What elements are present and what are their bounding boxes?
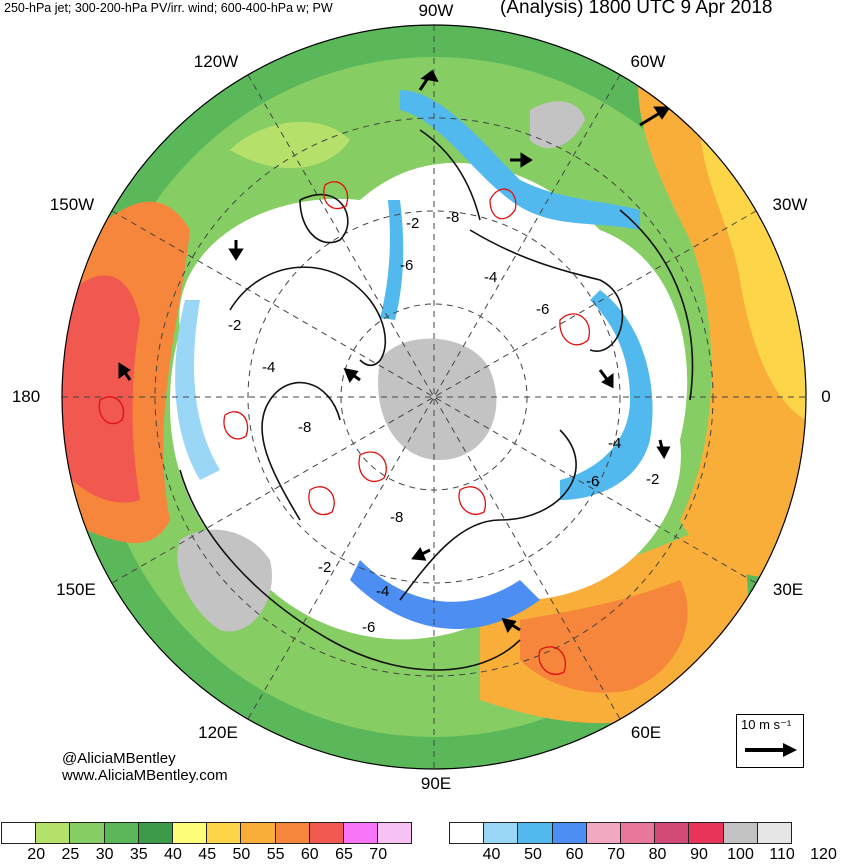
- colorbar-swatch: [69, 822, 105, 844]
- colorbar-swatch: [240, 822, 276, 844]
- longitude-label-30w: 30W: [772, 195, 808, 214]
- colorbar-tick-label: 55: [266, 846, 285, 863]
- longitude-label-180: 180: [11, 387, 41, 406]
- colorbar-tick-label: 25: [61, 846, 80, 863]
- longitude-label-120e: 120E: [198, 723, 238, 742]
- colorbar-tick-label: 100: [727, 846, 754, 863]
- analysis-time-title: (Analysis) 1800 UTC 9 Apr 2018: [500, 0, 773, 18]
- colorbar-swatch: [377, 822, 413, 844]
- colorbar-swatch: [756, 822, 792, 844]
- contour-label: -4: [376, 583, 389, 600]
- colorbar-swatch: [308, 822, 344, 844]
- contour-label: -8: [446, 209, 459, 226]
- contour-label: -8: [298, 419, 311, 436]
- longitude-label-150w: 150W: [49, 195, 95, 214]
- colorbar-tick-label: 110: [769, 846, 795, 863]
- contour-label: -8: [390, 509, 403, 526]
- colorbar-tick-label: 65: [335, 846, 353, 863]
- colorbar-tick-label: 45: [198, 846, 217, 863]
- contour-label: -2: [318, 559, 331, 576]
- author-website[interactable]: www.AliciaMBentley.com: [62, 767, 228, 784]
- reference-arrow-icon: [745, 743, 797, 757]
- colorbar-swatch: [274, 822, 310, 844]
- colorbar-swatch: [585, 822, 621, 844]
- colorbar-tick-label: 50: [232, 846, 251, 863]
- colorbar-tick-label: 80: [648, 846, 667, 863]
- pv-contours: [179, 129, 694, 671]
- colorbar-swatch: [171, 822, 208, 844]
- contour-label: -6: [536, 301, 549, 318]
- contour-label: -4: [262, 359, 275, 376]
- irrotational-wind-vectors: [118, 69, 671, 634]
- longitude-label-120w: 120W: [193, 52, 239, 71]
- wind-scale-legend: 10 m s⁻¹: [736, 714, 804, 768]
- colorbar-swatch: [483, 822, 519, 844]
- pw-colorbar: [1, 822, 413, 844]
- map-description-title: 250-hPa jet; 300-200-hPa PV/irr. wind; 6…: [4, 1, 333, 15]
- contour-label: -2: [646, 471, 659, 488]
- contour-label: -4: [484, 269, 497, 286]
- colorbar-tick-label: 70: [369, 846, 388, 863]
- contour-label: -6: [362, 619, 375, 636]
- colorbar-swatch: [342, 822, 379, 844]
- jet-streak-east: [560, 290, 653, 500]
- colorbar-tick-label: 20: [27, 846, 46, 863]
- contour-label: -4: [608, 435, 621, 452]
- colorbar-swatch: [449, 822, 485, 844]
- colorbar-swatch: [35, 822, 71, 844]
- longitude-label-0: 0: [821, 387, 831, 406]
- contour-label: -2: [228, 317, 241, 334]
- colorbar-swatch: [1, 822, 37, 844]
- longitude-label-150e: 150E: [56, 580, 96, 599]
- ascent-contours: [98, 181, 591, 675]
- colorbar-tick-label: 30: [95, 846, 114, 863]
- map-boundary: [61, 24, 807, 770]
- jet-streak-west: [175, 300, 220, 480]
- contour-label: -6: [400, 257, 413, 274]
- colorbar-swatch: [206, 822, 242, 844]
- longitude-label-60w: 60W: [630, 52, 666, 71]
- jet-streak-south: [350, 560, 540, 629]
- longitude-label-90e: 90E: [420, 774, 452, 793]
- contour-label: -2: [406, 215, 419, 232]
- colorbar-tick-label: 120: [810, 846, 837, 863]
- colorbar-swatch: [654, 822, 690, 844]
- colorbar-tick-label: 60: [565, 846, 584, 863]
- colorbar-swatch: [517, 822, 553, 844]
- author-handle: @AliciaMBentley: [62, 750, 176, 767]
- longitude-label-60e: 60E: [630, 723, 662, 742]
- contour-label: -6: [586, 473, 599, 490]
- wind-scale-label: 10 m s⁻¹: [741, 717, 792, 732]
- colorbar-swatch: [722, 822, 758, 844]
- colorbar-tick-label: 40: [482, 846, 501, 863]
- colorbar-tick-label: 40: [164, 846, 182, 863]
- colorbar-swatch: [551, 822, 587, 844]
- colorbar-swatch: [103, 822, 139, 844]
- colorbar-tick-label: 60: [300, 846, 319, 863]
- colorbar-swatch: [137, 822, 173, 844]
- colorbar-tick-label: 35: [129, 846, 148, 863]
- jet-colorbar: [449, 822, 792, 844]
- colorbar-tick-label: 90: [690, 846, 708, 863]
- jet-streak-north: [400, 90, 640, 230]
- colorbar-swatch: [688, 822, 724, 844]
- colorbar-tick-label: 70: [607, 846, 625, 863]
- longitude-label-90w: 90W: [418, 1, 454, 20]
- longitude-label-30e: 30E: [772, 580, 804, 599]
- colorbar-swatch: [619, 822, 656, 844]
- colorbar-tick-label: 50: [524, 846, 542, 863]
